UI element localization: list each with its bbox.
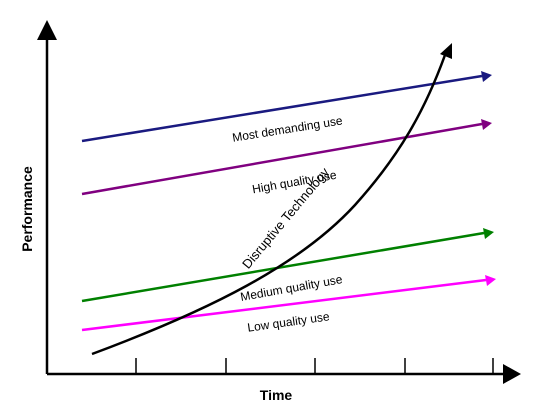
- trajectory-line-high-quality: [81, 122, 483, 196]
- x-axis-arrowhead: [503, 364, 521, 384]
- trajectory-line-most-demanding: [81, 74, 483, 143]
- disruptive-technology-arrowhead: [440, 43, 452, 59]
- trajectory-label-low-quality: Low quality use: [247, 309, 331, 334]
- trajectory-arrowhead-most-demanding: [481, 71, 492, 82]
- x-axis-title: Time: [260, 387, 293, 403]
- trajectory-arrowhead-low-quality: [485, 275, 496, 286]
- trajectory-line-low-quality: [81, 278, 487, 332]
- trajectory-arrowhead-high-quality: [481, 119, 492, 130]
- trajectory-label-most-demanding: Most demanding use: [231, 113, 344, 144]
- trajectory-arrowhead-medium-quality: [483, 228, 494, 239]
- axes: [37, 20, 521, 384]
- disruptive-technology-curve: [91, 54, 447, 356]
- y-axis-title: Performance: [19, 166, 35, 252]
- y-axis-arrowhead: [37, 20, 57, 40]
- trajectory-line-medium-quality: [81, 231, 485, 303]
- trajectory-medium-quality: Medium quality use: [81, 228, 494, 304]
